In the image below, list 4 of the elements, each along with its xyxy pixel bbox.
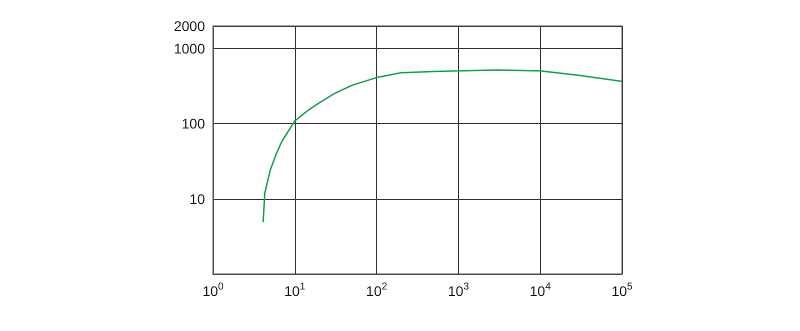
y-tick-label: 1000 xyxy=(174,40,206,57)
y-tick-label: 10 xyxy=(189,190,206,207)
y-tick-label: 100 xyxy=(182,116,206,132)
y-tick-label: 2000 xyxy=(174,18,206,34)
